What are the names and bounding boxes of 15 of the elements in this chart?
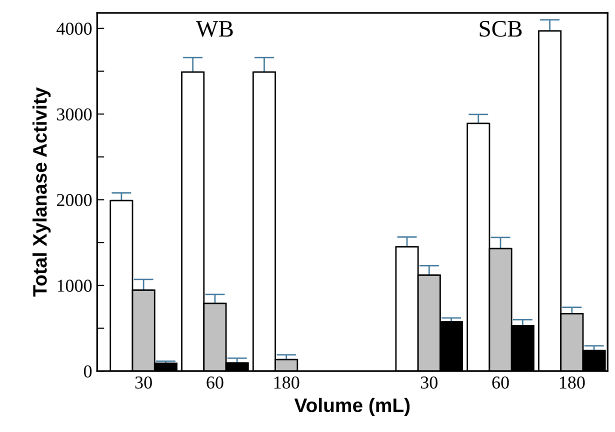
- x-tick-label: 180: [560, 376, 585, 389]
- y-tick-label: 3000: [57, 108, 92, 120]
- x-tick-label: 60: [492, 376, 509, 389]
- x-tick-label: 60: [206, 376, 224, 389]
- y-tick-label: 0: [84, 365, 92, 378]
- y-tick-label: 4000: [56, 22, 92, 35]
- x-tick-label: 180: [274, 376, 300, 389]
- y-tick-label: 2000: [56, 194, 92, 206]
- annotation: WB: [196, 21, 233, 37]
- x-tick-label: 30: [420, 376, 438, 389]
- x-axis-title: Volume (mL): [294, 398, 410, 416]
- x-tick-label: 30: [135, 376, 152, 389]
- y-axis-title: Total Xylanase Activity: [32, 87, 51, 297]
- y-tick-label: 1000: [58, 280, 92, 292]
- annotation: SCB: [480, 20, 522, 37]
